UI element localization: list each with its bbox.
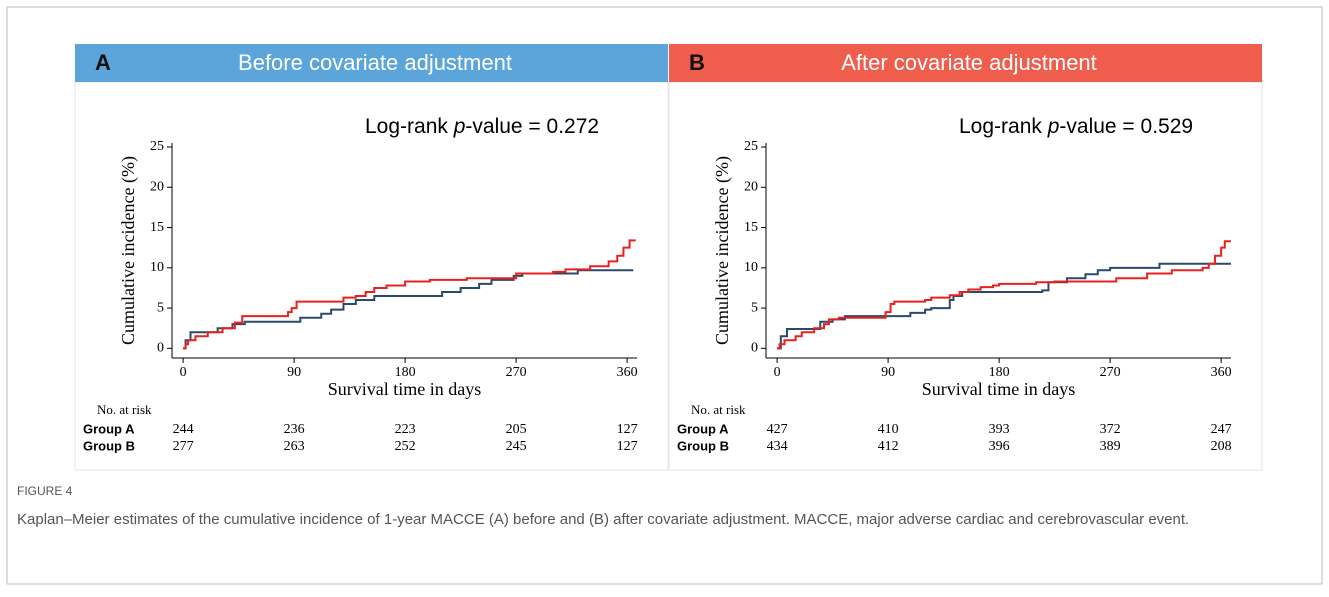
risk-count: 263 bbox=[284, 439, 305, 454]
y-tick-label: 5 bbox=[157, 300, 164, 315]
risk-count: 389 bbox=[1100, 439, 1121, 454]
annotation-text: Log-rank bbox=[959, 115, 1048, 138]
risk-count: 412 bbox=[878, 439, 899, 454]
annotation-italic: p bbox=[453, 115, 466, 138]
panel-letter: A bbox=[95, 50, 111, 75]
panel-header bbox=[75, 44, 668, 82]
x-tick-label: 0 bbox=[774, 365, 781, 380]
panel-title: Before covariate adjustment bbox=[238, 50, 512, 75]
x-tick-label: 90 bbox=[287, 365, 301, 380]
y-axis-label: Cumulative incidence (%) bbox=[118, 156, 139, 345]
risk-count: 236 bbox=[284, 422, 305, 437]
x-tick-label: 90 bbox=[881, 365, 895, 380]
y-tick-label: 20 bbox=[744, 180, 758, 195]
risk-count: 205 bbox=[506, 422, 527, 437]
x-tick-label: 270 bbox=[1100, 365, 1121, 380]
annotation: Log-rank p-value = 0.272 bbox=[365, 115, 599, 138]
x-tick-label: 180 bbox=[989, 365, 1010, 380]
x-axis-label: Survival time in days bbox=[328, 379, 481, 399]
risk-count: 223 bbox=[395, 422, 416, 437]
caption: Kaplan–Meier estimates of the cumulative… bbox=[17, 511, 1190, 528]
panel-frame bbox=[668, 81, 1263, 471]
risk-count: 245 bbox=[506, 439, 527, 454]
risk-count: 244 bbox=[173, 422, 194, 437]
risk-count: 277 bbox=[173, 439, 194, 454]
risk-count: 208 bbox=[1211, 439, 1232, 454]
x-tick-label: 360 bbox=[617, 365, 638, 380]
x-axis-label: Survival time in days bbox=[922, 379, 1075, 399]
risk-count: 247 bbox=[1211, 422, 1232, 437]
risk-count: 410 bbox=[878, 422, 899, 437]
risk-group-name: Group B bbox=[677, 438, 729, 453]
risk-count: 372 bbox=[1100, 422, 1121, 437]
risk-count: 127 bbox=[617, 422, 638, 437]
km-curve bbox=[183, 239, 636, 350]
risk-count: 396 bbox=[989, 439, 1010, 454]
risk-count: 127 bbox=[617, 439, 638, 454]
annotation-italic: p bbox=[1047, 115, 1060, 138]
risk-count: 252 bbox=[395, 439, 416, 454]
x-tick-label: 270 bbox=[506, 365, 527, 380]
annotation-text: Log-rank bbox=[365, 115, 454, 138]
y-tick-label: 10 bbox=[150, 260, 164, 275]
panel-letter: B bbox=[689, 50, 705, 75]
y-tick-label: 10 bbox=[744, 260, 758, 275]
km-curve bbox=[183, 269, 634, 350]
risk-group-name: Group A bbox=[677, 421, 729, 436]
risk-count: 427 bbox=[767, 422, 788, 437]
annotation: Log-rank p-value = 0.529 bbox=[959, 115, 1193, 138]
km-curve bbox=[777, 240, 1231, 350]
caption-box: Kaplan–Meier estimates of the cumulative… bbox=[17, 511, 1190, 528]
risk-group-name: Group B bbox=[83, 438, 135, 453]
annotation-text: -value = 0.272 bbox=[465, 115, 599, 138]
y-tick-label: 5 bbox=[751, 300, 758, 315]
annotation-text: -value = 0.529 bbox=[1059, 115, 1193, 138]
km-curve bbox=[777, 262, 1231, 350]
panel-title: After covariate adjustment bbox=[841, 50, 1097, 75]
y-tick-label: 25 bbox=[150, 139, 164, 154]
figure-border bbox=[6, 6, 1323, 585]
y-tick-label: 0 bbox=[751, 341, 758, 356]
y-tick-label: 0 bbox=[157, 341, 164, 356]
x-tick-label: 0 bbox=[180, 365, 187, 380]
panel-header bbox=[669, 44, 1262, 82]
risk-table-label: No. at risk bbox=[97, 402, 152, 417]
x-tick-label: 360 bbox=[1211, 365, 1232, 380]
x-tick-label: 180 bbox=[395, 365, 416, 380]
risk-table-label: No. at risk bbox=[691, 402, 746, 417]
y-tick-label: 15 bbox=[150, 220, 164, 235]
figure-label: FIGURE 4 bbox=[17, 484, 73, 498]
risk-count: 434 bbox=[767, 439, 788, 454]
y-tick-label: 25 bbox=[744, 139, 758, 154]
y-tick-label: 20 bbox=[150, 180, 164, 195]
risk-count: 393 bbox=[989, 422, 1010, 437]
y-tick-label: 15 bbox=[744, 220, 758, 235]
y-axis-label: Cumulative incidence (%) bbox=[712, 156, 733, 345]
risk-group-name: Group A bbox=[83, 421, 135, 436]
